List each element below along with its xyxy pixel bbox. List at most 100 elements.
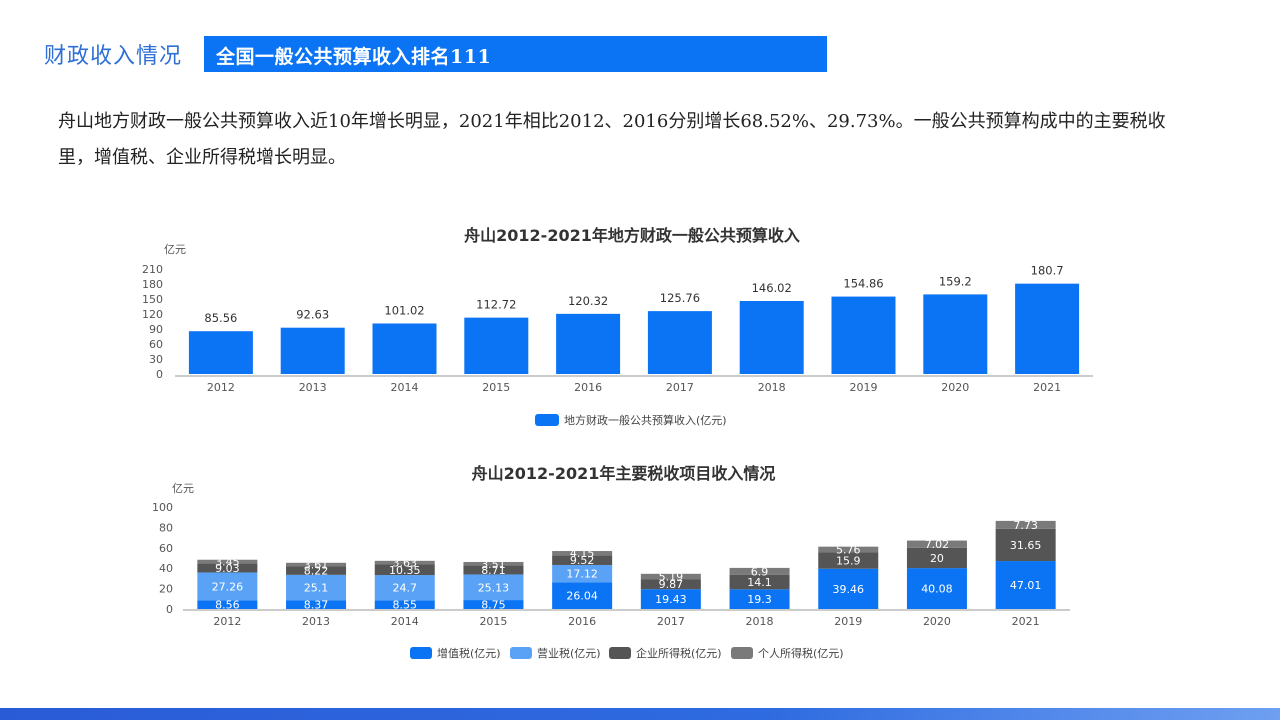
chart2-x-tick: 2015	[479, 615, 507, 628]
intro-paragraph: 舟山地方财政一般公共预算收入近10年增长明显，2021年相比2012、2016分…	[58, 111, 1166, 168]
chart2-bar-segment	[906, 547, 967, 569]
chart2-data-label: 3.51	[481, 558, 506, 571]
chart1-data-label: 125.76	[660, 291, 700, 305]
chart2-bar-segment	[552, 555, 613, 565]
chart2-bar-segment	[552, 551, 613, 556]
chart2-data-label: 20	[930, 552, 944, 565]
chart2-bar-segment	[995, 520, 1056, 529]
chart2-legend-label: 企业所得税(亿元)	[636, 646, 722, 660]
chart1-y-tick: 150	[142, 293, 163, 306]
chart2-data-label: 25.1	[304, 582, 329, 595]
chart2-data-label: 7.73	[1013, 519, 1038, 532]
chart2-legend-swatch	[609, 647, 631, 659]
chart2-data-label: 8.22	[304, 565, 329, 578]
chart2-data-label: 25.13	[478, 581, 510, 594]
chart1-data-label: 112.72	[476, 298, 516, 312]
chart2-bar-segment	[463, 565, 524, 575]
chart2-bar-segment	[552, 582, 613, 609]
chart1-bar	[464, 317, 529, 374]
chart2-legend-swatch	[731, 647, 753, 659]
chart1-y-tick: 60	[149, 338, 163, 351]
chart1-y-unit: 亿元	[164, 243, 186, 256]
chart1-legend-label: 地方财政一般公共预算收入(亿元)	[564, 413, 727, 427]
chart2-x-tick: 2020	[923, 615, 951, 628]
chart1-x-tick: 2016	[574, 381, 602, 394]
chart2-data-label: 26.04	[566, 590, 598, 603]
chart2-data-label: 9.87	[659, 578, 684, 591]
chart2-legend-label: 增值税(亿元)	[437, 646, 501, 660]
chart2-data-label: 14.1	[747, 576, 772, 589]
chart2-bar-segment	[818, 552, 879, 569]
chart1-y-tick: 90	[149, 323, 163, 336]
chart2-data-label: 27.26	[212, 580, 244, 593]
chart1-bar	[556, 313, 621, 374]
chart2-bar-segment	[552, 564, 613, 583]
chart2-bar-segment	[374, 575, 435, 601]
chart1-bar	[188, 331, 253, 374]
chart2-bar-segment	[818, 568, 879, 609]
chart2-bar-segment	[729, 567, 790, 575]
chart1-bar	[739, 300, 804, 374]
banner-title-bar: 全国一般公共预算收入排名111	[204, 36, 827, 72]
chart1-x-tick: 2021	[1033, 381, 1061, 394]
chart2-x-tick: 2013	[302, 615, 330, 628]
section-title: 财政收入情况	[44, 44, 183, 69]
chart2-bar-segment	[374, 560, 435, 565]
chart1-data-label: 85.56	[204, 311, 237, 325]
chart1-data-label: 101.02	[384, 303, 424, 317]
chart2-bar-segment	[374, 600, 435, 609]
chart1-data-label: 154.86	[843, 277, 883, 291]
chart1-data-label: 120.32	[568, 294, 608, 308]
chart2-y-unit: 亿元	[172, 482, 194, 495]
chart2-y-tick: 20	[159, 583, 173, 596]
chart2-bar-segment	[463, 561, 524, 566]
chart2-bar-segment	[286, 566, 347, 575]
chart1-bar	[1015, 283, 1080, 374]
bottom-accent-bar	[0, 708, 1280, 720]
chart1-bar	[923, 294, 988, 374]
chart2-bar-segment	[197, 563, 258, 573]
chart2-bar-segment	[818, 546, 879, 553]
chart2-data-label: 10.35	[389, 564, 421, 577]
chart2-data-label: 5.19	[659, 570, 684, 583]
chart2-data-label: 7.02	[925, 538, 950, 551]
chart2-data-label: 3.45	[215, 555, 240, 568]
chart2-legend-swatch	[410, 647, 432, 659]
chart1-x-tick: 2020	[941, 381, 969, 394]
chart2-data-label: 15.9	[836, 555, 861, 568]
chart2-x-tick: 2012	[213, 615, 241, 628]
chart2-title: 舟山2012-2021年主要税收项目收入情况	[472, 464, 776, 483]
chart2-bar-segment	[640, 589, 701, 609]
chart2-bar-segment	[374, 564, 435, 576]
chart2-data-label: 8.75	[481, 599, 506, 612]
chart2-data-label: 9.03	[215, 562, 240, 575]
chart2-y-tick: 60	[159, 542, 173, 555]
chart2-legend-label: 个人所得税(亿元)	[758, 646, 844, 660]
chart2-data-label: 19.3	[747, 593, 772, 606]
chart2-bar-segment	[286, 600, 347, 609]
chart2-bar-segment	[906, 568, 967, 609]
chart1-x-tick: 2019	[850, 381, 878, 394]
chart1-y-tick: 0	[156, 368, 163, 381]
chart1-x-tick: 2018	[758, 381, 786, 394]
chart1-y-tick: 120	[142, 308, 163, 321]
chart2-bar-segment	[995, 528, 1056, 562]
chart1-x-tick: 2013	[299, 381, 327, 394]
chart1-data-label: 180.7	[1031, 264, 1064, 278]
chart1-y-tick: 30	[149, 353, 163, 366]
chart2-data-label: 8.56	[215, 599, 240, 612]
chart2-x-tick: 2017	[657, 615, 685, 628]
chart2-bar-segment	[197, 559, 258, 564]
chart2-x-tick: 2014	[391, 615, 419, 628]
chart2-bar-segment	[463, 600, 524, 609]
chart1-bar	[372, 323, 437, 374]
chart2-data-label: 24.7	[393, 582, 418, 595]
chart2-data-label: 19.43	[655, 593, 687, 606]
chart2-bar-segment	[286, 562, 347, 567]
chart1-x-tick: 2014	[391, 381, 419, 394]
chart2-data-label: 3.61	[304, 559, 329, 572]
chart2-x-tick: 2018	[746, 615, 774, 628]
chart1-legend-swatch	[535, 414, 559, 426]
chart2-bar-segment	[729, 589, 790, 609]
